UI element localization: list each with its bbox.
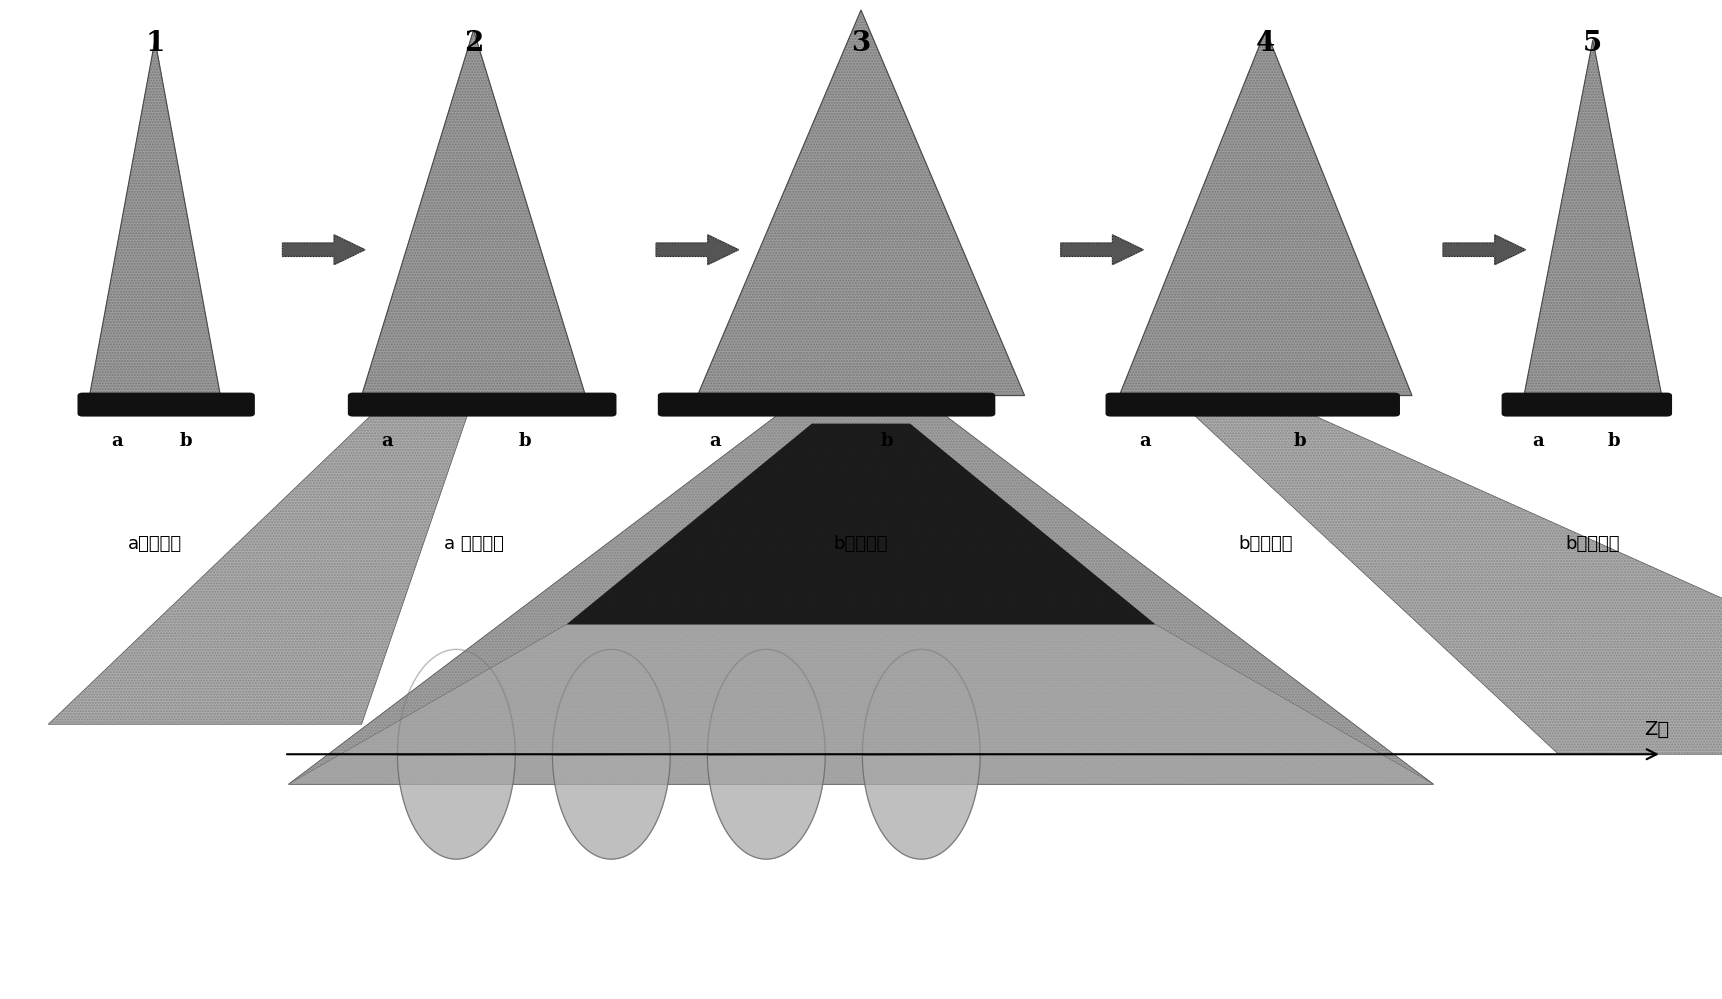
Polygon shape (288, 624, 1433, 784)
Polygon shape (697, 10, 1025, 396)
FancyArrow shape (1443, 235, 1526, 265)
Text: 5: 5 (1583, 30, 1603, 57)
Polygon shape (48, 414, 468, 724)
Text: a: a (382, 432, 393, 450)
Text: 3: 3 (851, 30, 871, 57)
Polygon shape (1524, 40, 1662, 396)
Text: a 正在打开: a 正在打开 (444, 535, 503, 553)
Polygon shape (1192, 414, 1722, 754)
FancyBboxPatch shape (348, 393, 616, 417)
Text: b完全关闭: b完全关闭 (1565, 535, 1620, 553)
Polygon shape (1119, 30, 1412, 396)
Polygon shape (567, 424, 1155, 624)
Text: Z轴: Z轴 (1645, 719, 1670, 739)
Text: b: b (179, 432, 193, 450)
Text: b: b (880, 432, 894, 450)
Text: a: a (709, 432, 720, 450)
FancyArrow shape (656, 235, 739, 265)
FancyBboxPatch shape (1502, 393, 1672, 417)
Text: a完全关闭: a完全关闭 (127, 535, 183, 553)
Text: a: a (112, 432, 122, 450)
Text: 4: 4 (1255, 30, 1276, 57)
Text: 1: 1 (145, 30, 165, 57)
Text: b正在打开: b正在打开 (833, 535, 889, 553)
Text: b: b (518, 432, 532, 450)
Text: b: b (1607, 432, 1620, 450)
FancyBboxPatch shape (1106, 393, 1400, 417)
Text: b正在关闭: b正在关闭 (1238, 535, 1293, 553)
Polygon shape (708, 754, 825, 859)
Text: b: b (1293, 432, 1307, 450)
Polygon shape (90, 40, 220, 396)
Polygon shape (398, 754, 515, 859)
Text: 2: 2 (463, 30, 484, 57)
FancyArrow shape (1061, 235, 1143, 265)
Polygon shape (362, 30, 585, 396)
Polygon shape (288, 414, 1433, 784)
Text: a: a (1140, 432, 1150, 450)
Polygon shape (553, 754, 670, 859)
FancyBboxPatch shape (77, 393, 255, 417)
Polygon shape (863, 754, 980, 859)
FancyBboxPatch shape (658, 393, 995, 417)
Text: a: a (1533, 432, 1543, 450)
FancyArrow shape (282, 235, 365, 265)
